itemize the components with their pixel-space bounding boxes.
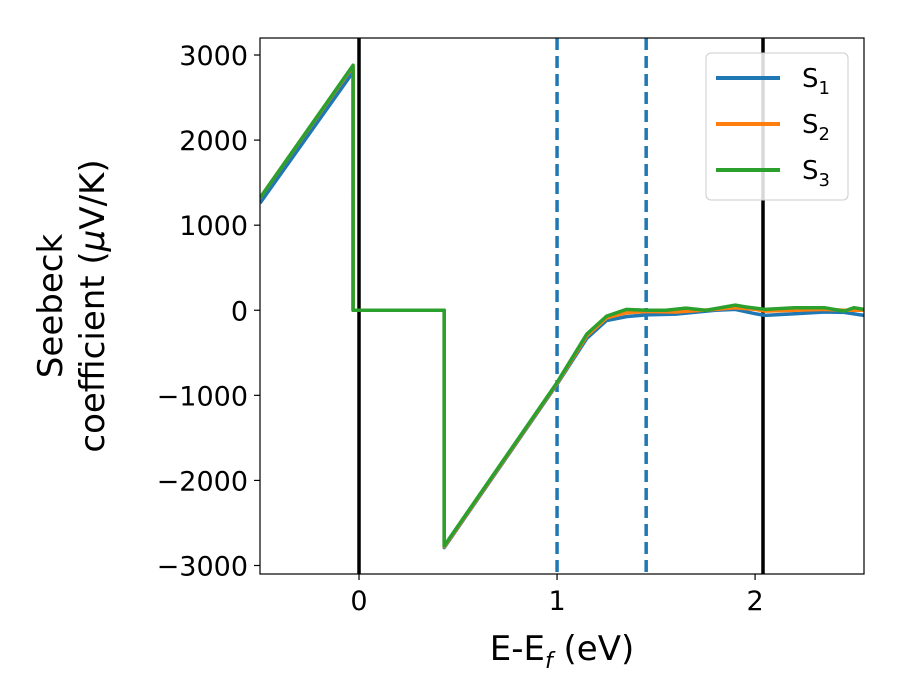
series-line-3 [260,63,864,548]
legend-box [705,52,849,201]
legend-label-2: S2 [802,110,830,145]
legend-label-3: S3 [802,156,830,191]
reference-lines [357,38,765,574]
legend-label-1: S1 [802,64,830,99]
y-axis-label-line1: Seebeck [31,234,71,379]
x-tick-label: 2 [746,586,763,617]
y-tick-label: 2000 [179,126,248,157]
y-tick-label: 1000 [179,211,248,242]
x-axis-label: E-Ef (eV) [490,629,635,674]
x-tick-label: 0 [350,586,367,617]
y-tick-label: −3000 [157,551,248,582]
y-tick-label: −2000 [157,466,248,497]
y-axis-label: Seebeck coefficient (μV/K) [31,159,113,452]
y-tick-label: 0 [231,296,248,327]
series-lines [260,63,864,550]
y-tick-label: 3000 [179,41,248,72]
x-tick-label: 1 [548,586,565,617]
y-ticks: −3000 −2000 −1000 0 1000 2000 3000 [157,41,260,582]
y-axis-label-line2: coefficient (μV/K) [73,159,113,452]
plot-frame [259,37,865,575]
y-tick-label: −1000 [157,381,248,412]
x-ticks: 0 1 2 [350,574,764,617]
legend: S1 S2 S3 [705,52,849,201]
